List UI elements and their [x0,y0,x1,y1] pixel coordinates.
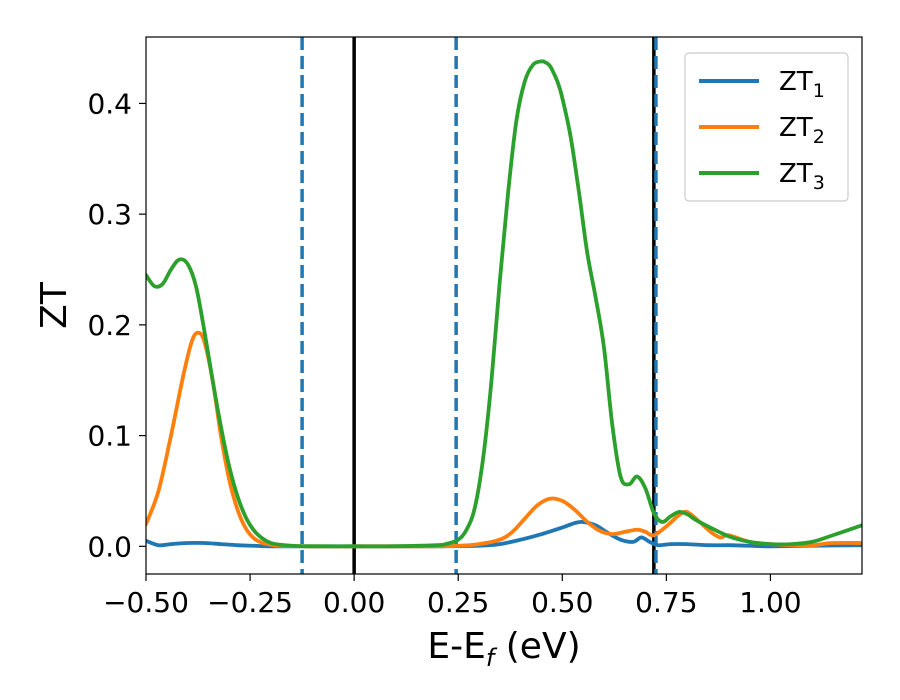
series-line-zt2 [146,330,862,549]
y-tick-label: 0.1 [87,420,132,453]
x-tick-label: 0.25 [427,586,489,619]
y-tick-label: 0.2 [87,309,132,342]
series-lines [146,59,862,549]
legend-label-zt1: ZT1 [779,67,825,102]
x-tick-label: −0.50 [103,586,189,619]
x-axis-ticks: −0.50 −0.25 0.00 0.25 0.50 0.75 1.00 [103,574,802,619]
x-tick-label: 1.00 [739,586,801,619]
series-line-zt1 [146,519,862,549]
legend-label-zt2: ZT2 [779,113,825,148]
y-axis-label: ZT [34,281,75,329]
y-tick-label: 0.4 [87,87,132,120]
x-tick-label: 0.50 [531,586,593,619]
plot-area-frame [145,36,863,575]
legend-box [684,52,849,202]
y-tick-label: 0.0 [87,530,132,563]
x-tick-label: 0.00 [323,586,385,619]
series-line-zt3 [146,59,862,549]
legend-label-zt3: ZT3 [779,159,825,194]
legend: ZT1 ZT2 ZT3 [684,52,849,202]
y-axis-ticks: 0.0 0.1 0.2 0.3 0.4 [87,87,146,563]
vertical-reference-lines [300,37,658,574]
x-axis-label: E-Ef (eV) [427,626,580,672]
x-tick-label: 0.75 [635,586,697,619]
x-tick-label: −0.25 [207,586,293,619]
y-tick-label: 0.3 [87,198,132,231]
